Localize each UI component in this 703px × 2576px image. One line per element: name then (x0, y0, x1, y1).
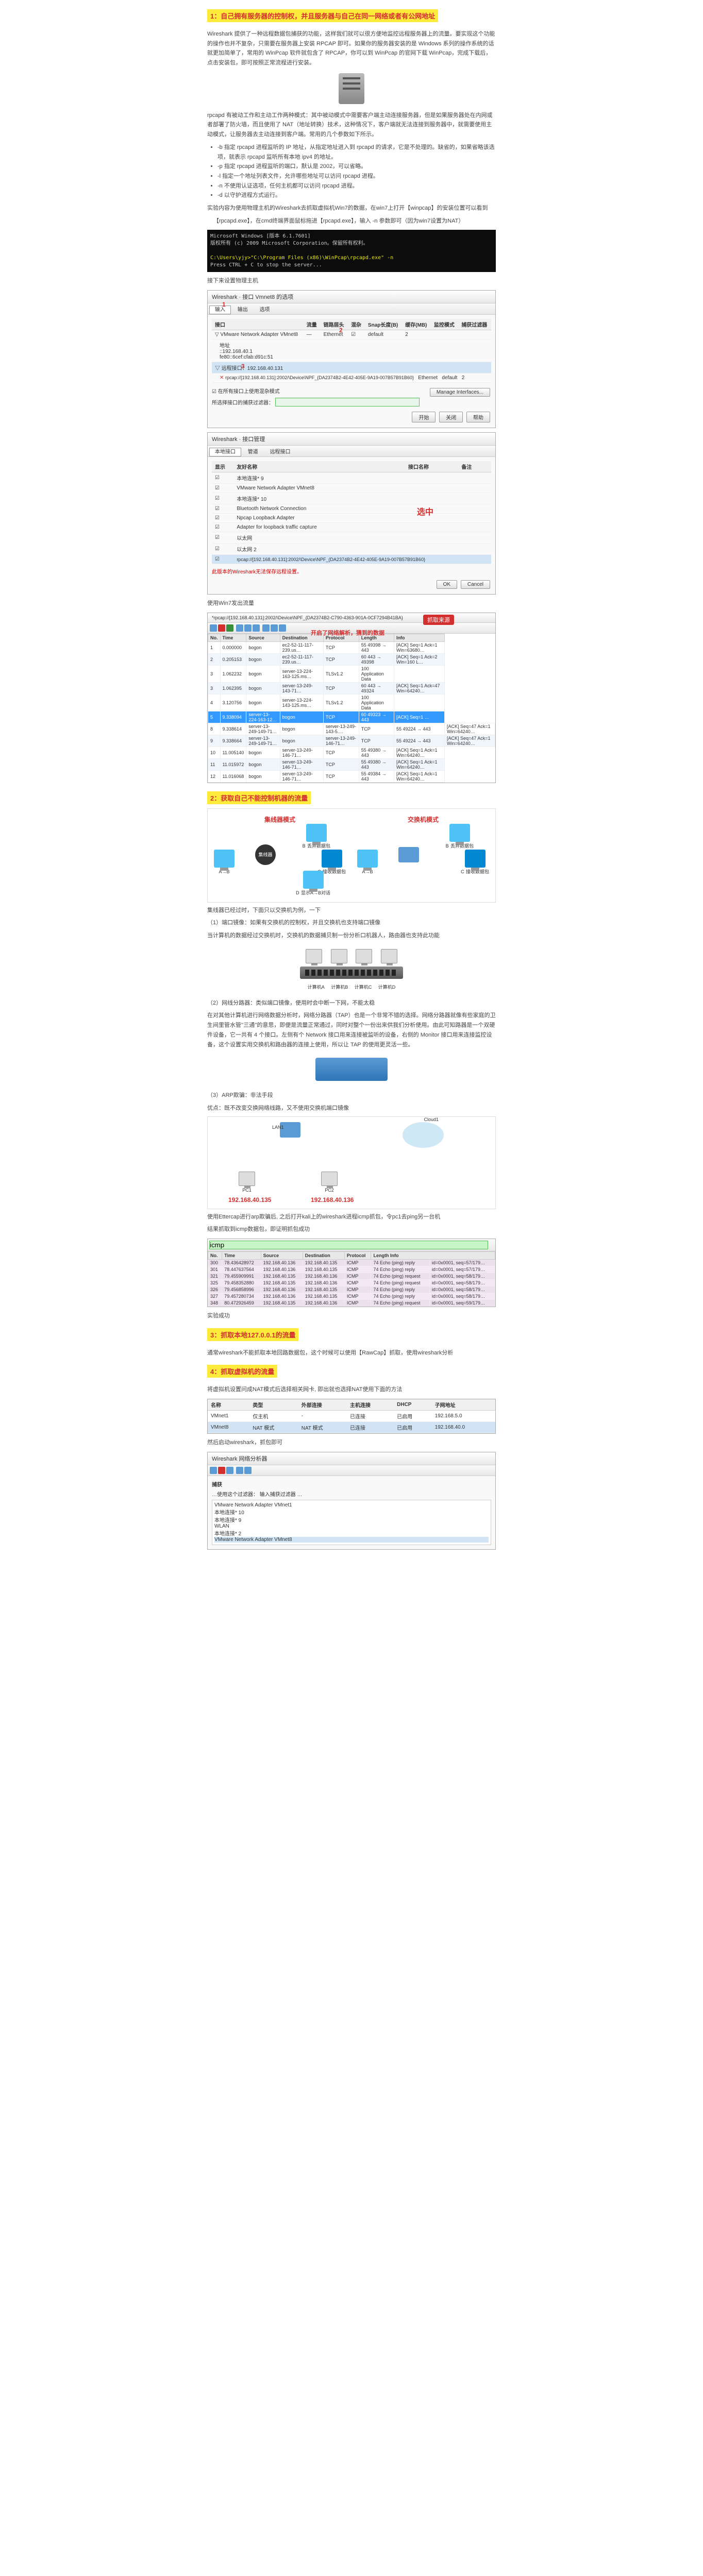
s1-p2: rpcapd 有被动工作和主动工作两种模式：其中被动模式中需要客户端主动连接服务… (207, 111, 496, 140)
s1-p6: 使用Win7发出流量 (207, 599, 496, 608)
interface-mgmt-dialog: Wireshark · 接口管理 本地接口 管道 远程接口 显示友好名称接口名称… (207, 432, 496, 595)
label-source: 抓取来源 (423, 615, 454, 625)
arp-diagram: LAN1 Cloud1 PC1 PC2 192.168.40.135 192.1… (207, 1116, 496, 1209)
anno-1: 1 (222, 301, 226, 308)
label-resolve: 开启了网络解析，猜到的数据 (311, 629, 384, 637)
tab-output[interactable]: 输出 (232, 306, 253, 314)
s3-title: 3：抓取本地127.0.0.1的流量 (207, 1328, 298, 1341)
s1-p3: 实验内容为使用物理主机的Wireshark去抓取虚拟机Win7的数据，在win7… (207, 204, 496, 213)
start-btn[interactable]: 开始 (412, 412, 436, 422)
capture-options-dialog: 1 2 3 Wireshark · 接口 Vmnet8 的选项 输入 输出 选项… (207, 290, 496, 428)
tab-remote[interactable]: 远程接口 (265, 448, 296, 456)
anno-3: 3 (241, 363, 245, 370)
close-btn[interactable]: 关闭 (439, 412, 463, 422)
interface-table: 接口流量链路层头混杂Snap长度(B)缓存(MB)监控模式捕获过滤器 ▽ VMw… (212, 319, 491, 383)
interface-list: 显示友好名称接口名称备注 ☑本地连接* 9 ☑VMware Network Ad… (212, 461, 491, 564)
anno-select: 选中 (417, 505, 433, 517)
help-btn[interactable]: 帮助 (466, 412, 490, 422)
s1-li1: -b 指定 rpcapd 进程监听的 IP 地址，从指定地址进入到 rpcapd… (217, 143, 496, 162)
anno-2: 2 (339, 327, 343, 334)
promisc-check[interactable]: ☑ 在所有接口上使用混杂模式 (212, 389, 280, 395)
port-mirror-diagram: 计算机A 计算机B 计算机C 计算机D (207, 944, 496, 995)
packet-capture-window: *rpcap://[192.168.40.131]:2002/\Device\N… (207, 613, 496, 783)
wireshark-start: Wireshark 网络分析器 捕获 …使用这个过滤器： 输入捕获过滤器 … V… (207, 1452, 496, 1550)
section-4: 4：抓取虚拟机的流量 将虚拟机设置问成NAT模式后选择相关网卡, 即出就也选择N… (207, 1361, 496, 1549)
s1-li4: -n 不使用认证选项，任何主机都可以访问 rpcapd 进程。 (217, 181, 496, 191)
vmnet-table: 名称类型外部连接主机连接DHCP子网地址 VMnet1仅主机-已连接已启用192… (207, 1399, 496, 1434)
hub-switch-diagram: 集线器模式 B 丢弃数据包 A→B 集线器 C 接收数据包 D 显示A→B对话 … (207, 808, 496, 903)
section-3: 3：抓取本地127.0.0.1的流量 通常wireshark不能抓取本地回路数据… (207, 1324, 496, 1358)
server-diagram (207, 73, 496, 106)
tap-diagram (207, 1053, 496, 1088)
cmd-window: Microsoft Windows [版本 6.1.7601] 版权所有 (c)… (207, 230, 496, 272)
s2-title: 2：获取自己不能控制机器的流量 (207, 791, 311, 804)
tab-pipe[interactable]: 管道 (243, 448, 263, 456)
section-1: 1：自己拥有服务器的控制权，并且服务器与自己在同一网络或者有公网地址 Wires… (207, 5, 496, 783)
packet-list[interactable]: No.TimeSourceDestinationProtocolLengthIn… (208, 634, 495, 783)
filter-input[interactable] (209, 1241, 488, 1249)
s1-p5: 接下来设置物理主机 (207, 276, 496, 286)
s1-li2: -p 指定 rpcapd 进程监听的端口，默认是 2002，可以省略。 (217, 162, 496, 172)
s1-li3: -l 指定一个地址列表文件，允许哪些地址可以访问 rpcapd 进程。 (217, 172, 496, 181)
cancel-btn[interactable]: Cancel (461, 580, 490, 589)
icmp-packet-list[interactable]: No.TimeSourceDestinationProtocolLength I… (208, 1251, 495, 1307)
manage-interfaces-btn[interactable]: Manage Interfaces... (430, 388, 490, 397)
s1-li5: -d 以守护进程方式运行。 (217, 191, 496, 200)
dlg-title: Wireshark · 接口 Vmnet8 的选项 (208, 291, 495, 303)
tab-local[interactable]: 本地接口 (209, 448, 241, 456)
s1-p1: Wireshark 提供了一种远程数据包捕获的功能，这样我们就可以很方便地监控远… (207, 29, 496, 68)
s1-title: 1：自己拥有服务器的控制权，并且服务器与自己在同一网络或者有公网地址 (207, 9, 438, 22)
tab-input[interactable]: 输入 (209, 306, 231, 314)
ok-btn[interactable]: OK (437, 580, 457, 589)
tab-options[interactable]: 选项 (255, 306, 275, 314)
interface-list-start[interactable]: VMware Network Adapter VMnet1 本地连接* 10 本… (212, 1500, 491, 1545)
s4-title: 4：抓取虚拟机的流量 (207, 1365, 277, 1378)
s1-p4: 【rpcapd.exe】，在cmd终端界面鼠标拖进【rpcapd.exe】，输入… (207, 216, 496, 226)
icmp-capture: No.TimeSourceDestinationProtocolLength I… (207, 1239, 496, 1307)
capture-filter-input[interactable] (275, 398, 420, 406)
section-2: 2：获取自己不能控制机器的流量 集线器模式 B 丢弃数据包 A→B 集线器 C … (207, 787, 496, 1321)
